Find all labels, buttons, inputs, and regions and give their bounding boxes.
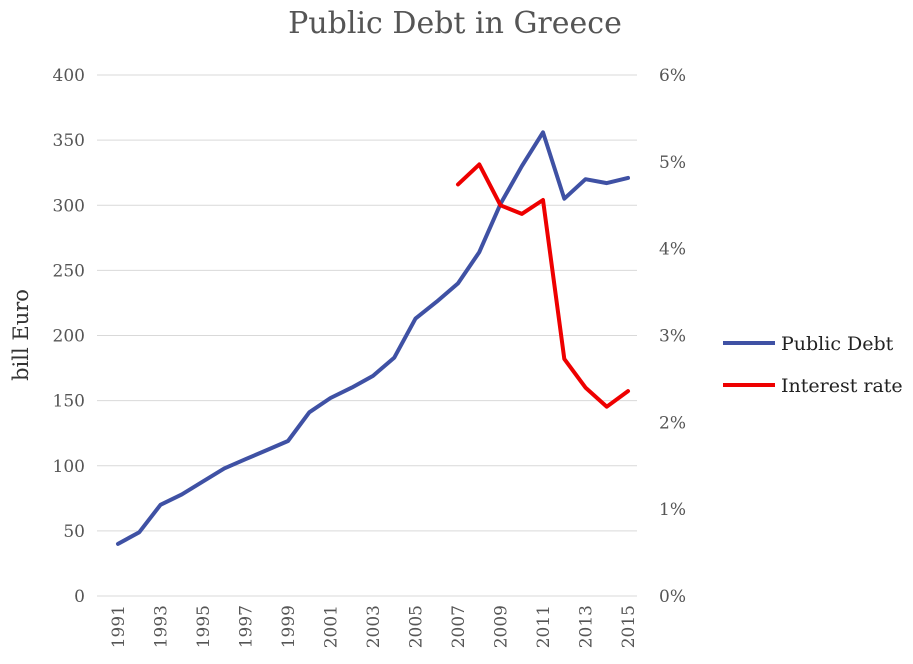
right-tick-label: 0% <box>659 587 686 607</box>
left-tick-label: 200 <box>53 327 85 347</box>
right-axis-ticks: 0% 1% 2% 3% 4% 5% 6% <box>659 66 686 607</box>
left-tick-label: 0 <box>74 587 85 607</box>
left-tick-label: 350 <box>53 131 85 151</box>
left-tick-label: 250 <box>53 261 85 281</box>
x-tick-label: 2011 <box>534 605 554 648</box>
x-tick-label: 2005 <box>407 605 427 648</box>
legend-label: Public Debt <box>781 333 894 355</box>
x-tick-label: 1997 <box>237 605 257 648</box>
series-line-interest-rate <box>456 162 630 409</box>
left-tick-label: 150 <box>53 392 85 412</box>
x-tick-label: 2013 <box>577 605 597 648</box>
x-tick-label: 2015 <box>619 605 639 648</box>
series-line-public-debt <box>116 130 630 546</box>
left-tick-label: 100 <box>53 457 85 477</box>
x-tick-label: 1995 <box>194 605 214 648</box>
legend-label: Interest rate <box>781 375 903 397</box>
right-tick-label: 2% <box>659 413 686 433</box>
left-axis-ticks: 0 50 100 150 200 250 300 350 400 <box>53 66 85 607</box>
right-tick-label: 6% <box>659 66 686 86</box>
legend: Public Debt Interest rate <box>723 333 903 397</box>
right-tick-label: 5% <box>659 153 686 173</box>
x-tick-label: 1991 <box>109 605 129 648</box>
gridlines <box>97 74 637 597</box>
right-tick-label: 4% <box>659 240 686 260</box>
x-tick-label: 2007 <box>449 605 469 648</box>
right-tick-label: 1% <box>659 500 686 520</box>
x-axis-ticks: 1991 1993 1995 1997 1999 2001 2003 2005 2007 2009… <box>109 605 639 648</box>
x-tick-label: 1993 <box>152 605 172 648</box>
right-tick-label: 3% <box>659 327 686 347</box>
series-lines <box>116 130 630 546</box>
left-tick-label: 50 <box>63 522 85 542</box>
y-axis-title: bill Euro <box>9 289 33 381</box>
chart-title: Public Debt in Greece <box>288 6 622 41</box>
x-tick-label: 1999 <box>279 605 299 648</box>
x-tick-label: 2001 <box>322 605 342 648</box>
left-tick-label: 300 <box>53 196 85 216</box>
left-tick-label: 400 <box>53 66 85 86</box>
x-tick-label: 2009 <box>492 605 512 648</box>
x-tick-label: 2003 <box>364 605 384 648</box>
